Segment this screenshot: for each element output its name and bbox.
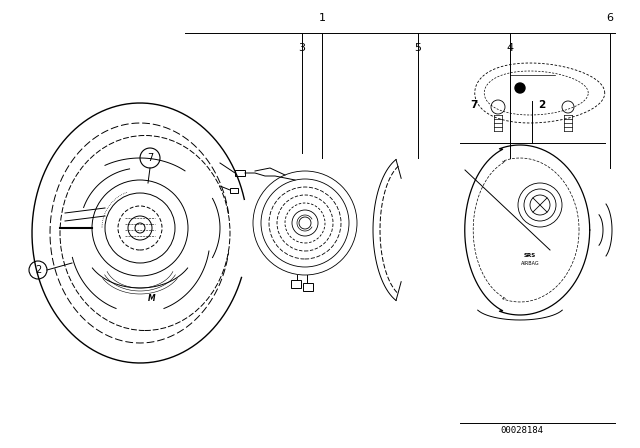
Text: 7: 7 <box>470 100 477 110</box>
Text: SRS: SRS <box>524 253 536 258</box>
Bar <box>230 188 238 193</box>
Text: 6: 6 <box>607 13 614 23</box>
Text: 3: 3 <box>298 43 305 53</box>
Circle shape <box>515 83 525 93</box>
Bar <box>291 280 301 288</box>
Text: 2: 2 <box>35 265 41 275</box>
Text: 1: 1 <box>319 13 326 23</box>
Bar <box>235 170 245 176</box>
Text: 4: 4 <box>506 43 513 53</box>
Text: 00028184: 00028184 <box>500 426 543 435</box>
Text: 2: 2 <box>538 100 546 110</box>
Text: 7: 7 <box>147 153 153 163</box>
Bar <box>303 283 313 291</box>
Text: M: M <box>148 293 156 302</box>
Text: 5: 5 <box>415 43 422 53</box>
Text: AIRBAG: AIRBAG <box>521 260 540 266</box>
